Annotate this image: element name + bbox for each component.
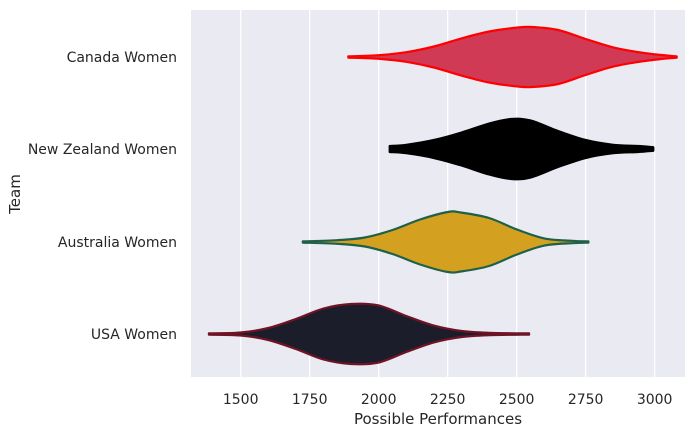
violin-australia-women	[301, 210, 590, 274]
y-axis-title: Team	[6, 174, 24, 215]
violin-usa-women	[207, 302, 531, 366]
x-axis-title: Possible Performances	[354, 410, 522, 428]
y-tick-label: New Zealand Women	[28, 142, 177, 158]
y-tick-labels: Canada Women New Zealand Women Australia W…	[28, 50, 177, 343]
x-tick-label: 3000	[637, 392, 673, 408]
x-tick-label: 2750	[568, 392, 604, 408]
x-tick-labels: 1500 1750 2000 2250 2500 2750 3000	[223, 392, 673, 408]
y-tick-label: USA Women	[91, 327, 177, 343]
violin-new-zealand-women	[388, 117, 655, 181]
x-tick-label: 2250	[430, 392, 466, 408]
y-tick-label: Canada Women	[67, 50, 177, 66]
violin-canada-women	[347, 25, 678, 89]
violins	[207, 25, 678, 366]
x-tick-label: 1500	[223, 392, 259, 408]
plot-background	[191, 10, 685, 377]
x-tick-label: 1750	[292, 392, 328, 408]
x-tick-label: 2500	[499, 392, 535, 408]
x-tick-label: 2000	[361, 392, 397, 408]
y-tick-label: Australia Women	[58, 235, 177, 251]
